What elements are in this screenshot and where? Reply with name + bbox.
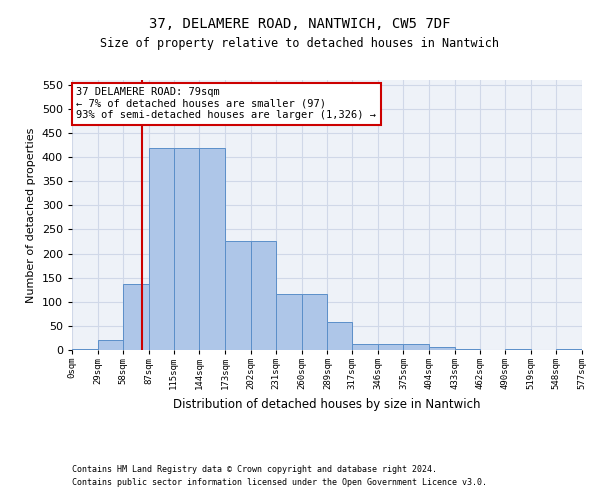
Text: 37, DELAMERE ROAD, NANTWICH, CW5 7DF: 37, DELAMERE ROAD, NANTWICH, CW5 7DF: [149, 18, 451, 32]
Bar: [505, 349, 531, 350]
Text: Contains HM Land Registry data © Crown copyright and database right 2024.: Contains HM Land Registry data © Crown c…: [72, 466, 437, 474]
Text: 37 DELAMERE ROAD: 79sqm
← 7% of detached houses are smaller (97)
93% of semi-det: 37 DELAMERE ROAD: 79sqm ← 7% of detached…: [76, 87, 376, 120]
Bar: [403, 344, 429, 350]
Bar: [199, 148, 225, 350]
Bar: [72, 349, 98, 350]
Bar: [328, 322, 352, 350]
Bar: [251, 241, 276, 350]
Bar: [98, 340, 123, 350]
Bar: [225, 241, 251, 350]
Bar: [173, 148, 199, 350]
Y-axis label: Number of detached properties: Number of detached properties: [26, 128, 36, 302]
Bar: [429, 346, 455, 350]
Bar: [149, 148, 173, 350]
Text: Contains public sector information licensed under the Open Government Licence v3: Contains public sector information licen…: [72, 478, 487, 487]
Bar: [455, 349, 481, 350]
Bar: [352, 344, 378, 350]
Bar: [302, 294, 328, 350]
Bar: [276, 294, 302, 350]
Text: Size of property relative to detached houses in Nantwich: Size of property relative to detached ho…: [101, 38, 499, 51]
Bar: [556, 349, 582, 350]
Bar: [378, 344, 403, 350]
Bar: [123, 284, 149, 350]
X-axis label: Distribution of detached houses by size in Nantwich: Distribution of detached houses by size …: [173, 398, 481, 410]
